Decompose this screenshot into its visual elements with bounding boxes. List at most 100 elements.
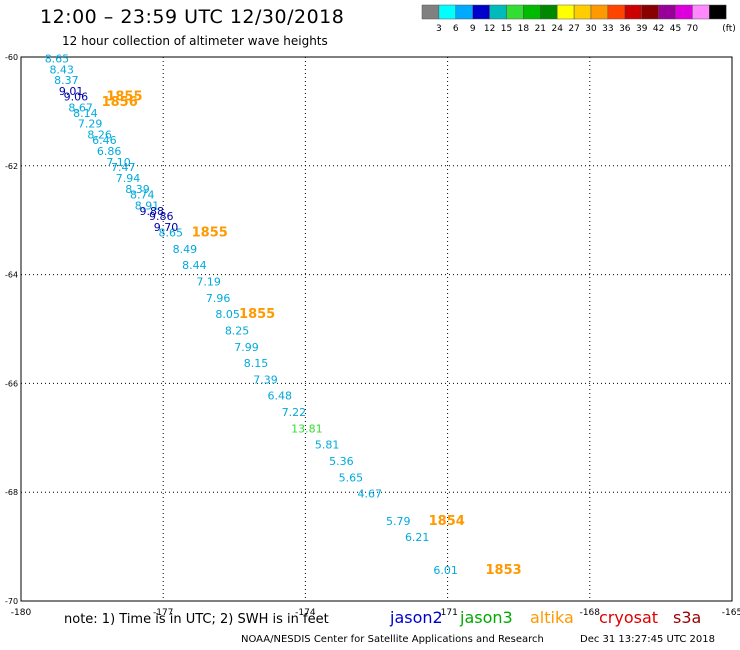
colorbar-label: 42	[653, 24, 664, 34]
x-tick-label: -174	[295, 608, 316, 618]
colorbar-swatch	[658, 4, 676, 20]
wave-height-label-altika: 7.96	[206, 292, 231, 305]
wave-height-label-altika: 7.29	[78, 118, 103, 131]
x-tick-label: -171	[437, 608, 457, 618]
colorbar-label: 30	[585, 24, 597, 34]
colorbar-swatch	[438, 4, 457, 20]
wave-height-label-altika: 7.99	[234, 341, 258, 354]
x-tick-label: -168	[580, 608, 601, 618]
wave-height-label-altika: 7.10	[106, 156, 131, 169]
colorbar-swatch	[523, 4, 541, 20]
wave-height-label-jason2: 9.06	[64, 91, 89, 104]
legend-cryosat: cryosat	[599, 608, 659, 627]
wave-height-label-altika: 6.86	[97, 145, 122, 158]
wave-height-label-jason2: 9.01	[59, 85, 84, 98]
wave-height-label-altika: 8.49	[173, 243, 198, 256]
wave-height-label-altika: 6.46	[92, 134, 117, 147]
time-label: 1856	[102, 95, 138, 110]
wave-height-label-altika: 6.48	[267, 390, 292, 403]
x-tick-label: -177	[153, 608, 173, 618]
colorbar-unit: (ft)	[722, 24, 736, 34]
wave-height-label-altika: 8.65	[45, 52, 69, 65]
wave-height-label-altika: 7.19	[196, 275, 221, 288]
wave-height-label-altika: 8.15	[244, 357, 269, 370]
x-tick-label: -180	[11, 608, 32, 618]
y-tick-label: -64	[5, 271, 18, 280]
wave-height-label-altika: 8.25	[225, 324, 250, 337]
wave-height-label-altika: 8.37	[54, 74, 79, 87]
colorbar-swatch	[573, 4, 592, 20]
wave-height-label-altika: 8.05	[215, 308, 240, 321]
colorbar-swatch	[455, 4, 473, 20]
x-tick-label: -165	[722, 608, 740, 618]
wave-height-label-altika: 8.74	[130, 188, 155, 201]
wave-height-label-altika: 6.01	[433, 564, 458, 577]
time-label: 1855	[106, 90, 142, 105]
plot-frame	[20, 56, 733, 602]
time-label: 1855	[192, 226, 228, 241]
colorbar-label: 27	[568, 24, 579, 34]
colorbar-label: 36	[619, 24, 631, 34]
wave-height-label-altika: 5.36	[329, 455, 354, 468]
color-scale-bar: 3 6 9 12 15 18 21 24 27 30 33 36 39 42 45 70 (ft)	[421, 4, 736, 34]
data-marks: 8.658.438.378.678.147.298.266.466.867.10…	[45, 52, 522, 577]
wave-height-label-altika: 8.67	[68, 101, 93, 114]
colorbar-swatch	[489, 4, 507, 20]
wave-height-label-altika: 7.39	[253, 373, 278, 386]
colorbar-swatch	[675, 4, 693, 20]
wave-height-label-altika: 5.81	[315, 439, 340, 452]
wave-height-label-altika: 8.43	[49, 63, 74, 76]
colorbar-label: 9	[470, 24, 476, 34]
time-label: 1854	[429, 514, 465, 529]
wave-height-label-altika: 8.14	[73, 107, 98, 120]
colorbar-swatch	[607, 4, 626, 20]
y-tick-label: -62	[5, 162, 18, 171]
wave-height-label-altika: 8.44	[182, 259, 207, 272]
y-tick-label: -60	[5, 53, 18, 62]
legend-s3a: s3a	[673, 608, 702, 627]
colorbar-swatch	[421, 4, 440, 20]
colorbar-swatch	[692, 4, 710, 20]
chart-subtitle: 12 hour collection of altimeter wave hei…	[62, 34, 328, 48]
colorbar-swatch	[556, 4, 575, 20]
colorbar-label: 18	[518, 24, 530, 34]
colorbar-label: 24	[551, 24, 563, 34]
wave-height-label-altika: 7.22	[282, 406, 307, 419]
y-tick-label: -68	[5, 488, 18, 497]
legend-jason2: jason2	[390, 608, 443, 627]
chart-title: 12:00 – 23:59 UTC 12/30/2018	[40, 6, 345, 28]
colorbar-label: 21	[535, 24, 546, 34]
axis-ticks: -180 -177 -174 -171 -168 -165 -60 -62 -64 -66 -68 -…	[5, 53, 740, 618]
wave-height-label-altika: 8.65	[158, 227, 183, 240]
units-note: note: 1) Time is in UTC; 2) SWH is in fe…	[64, 612, 329, 627]
wave-height-label-altika: 8.39	[125, 183, 150, 196]
wave-height-label-jason3: 13.81	[291, 422, 323, 435]
wave-height-label-altika: 7.47	[111, 161, 136, 174]
colorbar-label: 12	[484, 24, 495, 34]
y-tick-label: -66	[5, 379, 18, 388]
colorbar-swatch	[624, 4, 642, 20]
wave-height-label-altika: 8.26	[87, 129, 112, 142]
wave-height-label-jason2: 9.86	[149, 210, 174, 223]
colorbar-swatch	[709, 4, 727, 20]
time-label: 1853	[486, 563, 522, 578]
colorbar-label: 39	[636, 24, 648, 34]
grid-lines	[21, 57, 732, 601]
legend-altika: altika	[530, 608, 574, 627]
colorbar-swatch	[472, 4, 490, 20]
wave-height-label-jason2: 9.70	[154, 221, 179, 234]
legend-jason3: jason3	[460, 608, 513, 627]
wave-height-label-altika: 6.21	[405, 531, 430, 544]
wave-height-label-jason2: 9.88	[140, 205, 165, 218]
colorbar-label: 6	[453, 24, 459, 34]
wave-height-label-altika: 4.67	[358, 488, 383, 501]
colorbar-label: 45	[670, 24, 681, 34]
wave-height-label-altika: 7.94	[116, 172, 141, 185]
wave-height-label-altika: 5.65	[339, 471, 364, 484]
credit-line: NOAA/NESDIS Center for Satellite Applica…	[241, 634, 544, 645]
time-label: 1855	[239, 307, 275, 322]
wave-height-label-altika: 5.79	[386, 515, 411, 528]
colorbar-swatch	[540, 4, 558, 20]
generated-timestamp: Dec 31 13:27:45 UTC 2018	[580, 634, 715, 645]
